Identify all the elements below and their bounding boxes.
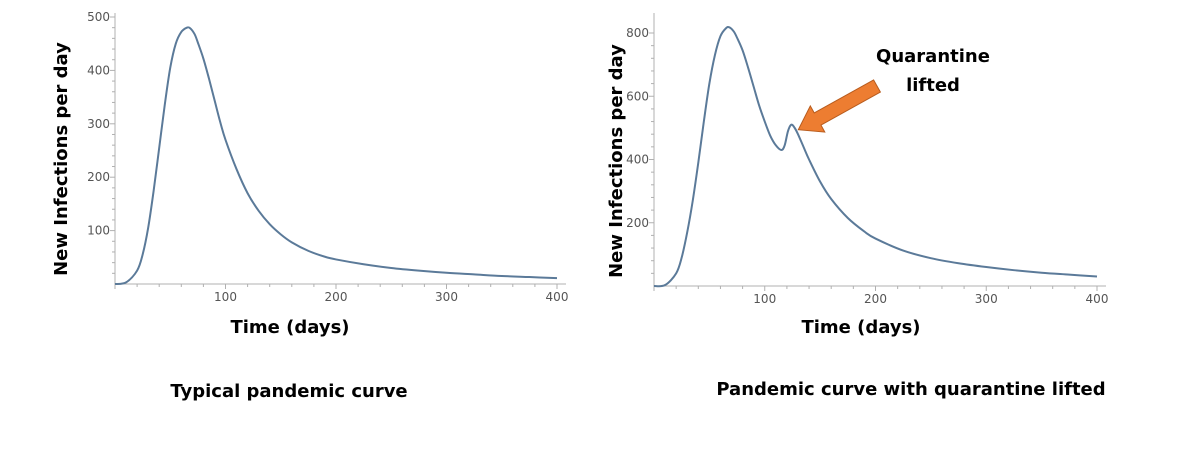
x-tick-label: 100	[214, 290, 237, 304]
chart-caption: Pandemic curve with quarantine lifted	[716, 379, 1105, 400]
x-tick-label: 100	[753, 292, 776, 306]
y-tick-label: 200	[626, 216, 649, 230]
y-axis-title: New Infections per day	[51, 42, 72, 276]
tick-labels: 100 200 300 400 100 200 300 400 500	[87, 10, 568, 304]
y-tick-label: 200	[87, 170, 110, 184]
y-axis-title: New Infections per day	[606, 44, 627, 278]
x-axis-title: Time (days)	[801, 317, 920, 338]
y-tick-label: 800	[626, 26, 649, 40]
series-line	[653, 25, 1098, 288]
x-tick-label: 300	[975, 292, 998, 306]
chart-quarantine: 100 200 300 400 200 400 600 800 Time (days) New…	[606, 13, 1108, 400]
axes	[110, 13, 566, 289]
axes	[649, 13, 1106, 291]
annotation-arrow	[797, 79, 882, 133]
tick-labels: 100 200 300 400 200 400 600 800	[626, 26, 1108, 306]
y-tick-label: 500	[87, 10, 110, 24]
x-tick-label: 200	[325, 290, 348, 304]
y-tick-label: 600	[626, 89, 649, 103]
chart-caption: Typical pandemic curve	[170, 381, 407, 402]
y-tick-label: 400	[626, 153, 649, 167]
x-tick-label: 200	[864, 292, 887, 306]
y-tick-label: 400	[87, 63, 110, 77]
y-tick-label: 100	[87, 224, 110, 238]
annotation-line-2: lifted	[906, 75, 960, 96]
annotation-line-1: Quarantine	[876, 46, 990, 67]
x-tick-label: 400	[1086, 292, 1109, 306]
x-tick-label: 400	[546, 290, 569, 304]
y-tick-label: 300	[87, 117, 110, 131]
series-line	[114, 26, 558, 285]
x-tick-label: 300	[435, 290, 458, 304]
x-axis-title: Time (days)	[230, 317, 349, 338]
